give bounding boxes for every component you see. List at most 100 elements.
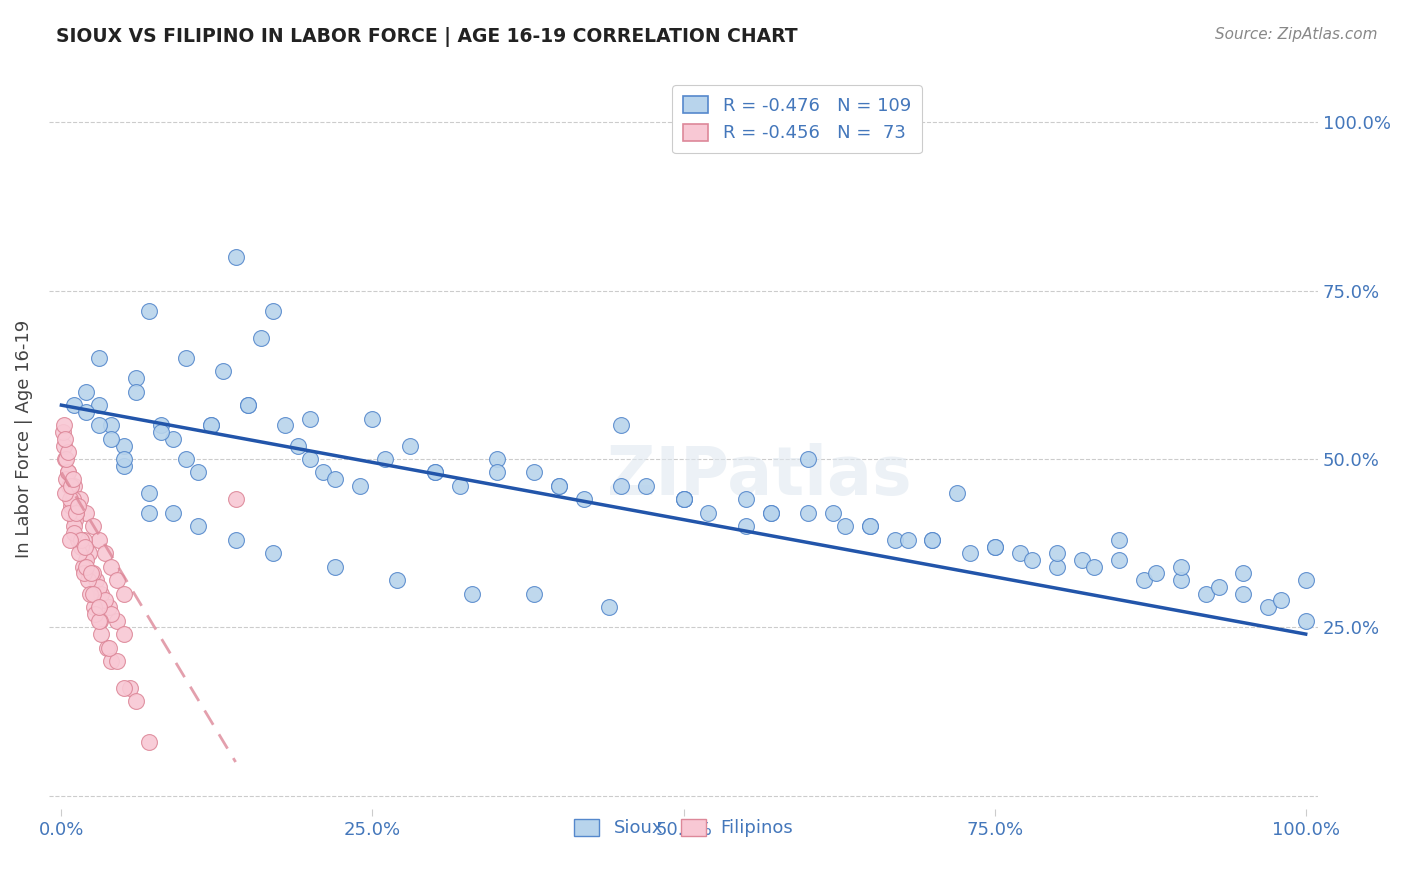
Text: Source: ZipAtlas.com: Source: ZipAtlas.com [1215,27,1378,42]
Point [162,506,184,520]
Point [323,472,346,486]
Point [72,559,94,574]
Point [1295,573,1317,587]
Point [77,546,100,560]
Point [572,492,595,507]
Point [249,331,271,345]
Point [598,600,620,615]
Point [87,600,110,615]
Point [63,519,86,533]
Point [734,519,756,533]
Point [200,418,222,433]
Point [125,371,148,385]
Point [225,533,247,547]
Point [53,432,76,446]
Point [162,432,184,446]
Point [1295,614,1317,628]
Point [53,485,76,500]
Point [1008,546,1031,560]
Point [125,694,148,708]
Point [299,452,322,467]
Point [461,587,484,601]
Point [87,533,110,547]
Point [52,425,75,439]
Point [1170,559,1192,574]
Point [65,506,87,520]
Point [87,398,110,412]
Point [97,600,120,615]
Point [53,452,76,467]
Text: SIOUX VS FILIPINO IN LABOR FORCE | AGE 16-19 CORRELATION CHART: SIOUX VS FILIPINO IN LABOR FORCE | AGE 1… [56,27,797,46]
Point [236,398,259,412]
Point [212,364,235,378]
Point [75,553,97,567]
Point [1108,533,1130,547]
Point [361,411,384,425]
Point [70,533,93,547]
Y-axis label: In Labor Force | Age 16-19: In Labor Force | Age 16-19 [15,319,32,558]
Point [1108,553,1130,567]
Point [672,492,695,507]
Point [82,587,104,601]
Legend: Sioux, Filipinos: Sioux, Filipinos [567,812,800,845]
Point [1257,600,1279,615]
Point [672,492,695,507]
Point [82,566,104,581]
Point [59,533,82,547]
Point [73,566,96,581]
Point [100,607,122,621]
Point [1144,566,1167,581]
Point [100,432,122,446]
Point [983,540,1005,554]
Point [73,533,96,547]
Point [797,452,820,467]
Point [76,573,98,587]
Point [225,492,247,507]
Point [821,506,844,520]
Point [79,587,101,601]
Point [63,479,86,493]
Point [921,533,943,547]
Point [138,506,160,520]
Point [149,418,172,433]
Point [672,492,695,507]
Point [983,540,1005,554]
Point [84,573,107,587]
Point [921,533,943,547]
Point [63,513,86,527]
Point [87,580,110,594]
Point [94,593,117,607]
Point [100,654,122,668]
Point [174,351,197,365]
Point [56,445,79,459]
Point [138,485,160,500]
Point [112,458,135,473]
Point [107,573,129,587]
Point [87,351,110,365]
Point [946,485,969,500]
Point [138,304,160,318]
Point [112,587,135,601]
Point [82,519,104,533]
Point [70,540,93,554]
Point [138,735,160,749]
Point [56,466,79,480]
Point [398,439,420,453]
Point [387,573,409,587]
Point [274,418,297,433]
Point [55,472,77,486]
Point [1232,566,1254,581]
Point [859,519,882,533]
Point [523,587,546,601]
Point [734,492,756,507]
Point [69,492,91,507]
Point [262,546,284,560]
Point [112,452,135,467]
Point [759,506,782,520]
Point [118,681,141,695]
Point [59,492,82,507]
Point [107,614,129,628]
Point [312,466,335,480]
Point [100,559,122,574]
Point [884,533,907,547]
